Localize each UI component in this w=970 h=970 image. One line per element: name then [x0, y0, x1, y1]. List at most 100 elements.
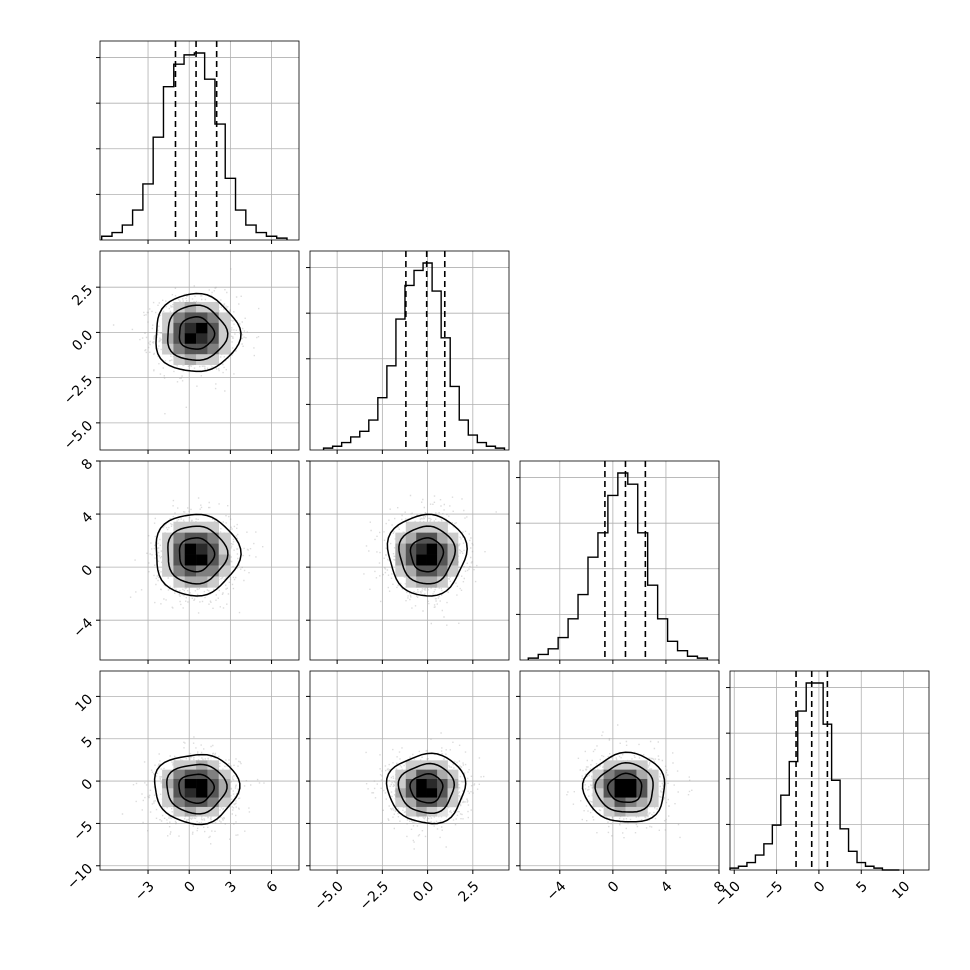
density-cell [207, 797, 220, 808]
density-cell [447, 532, 459, 544]
density-cell [447, 797, 459, 808]
contour-level-1 [386, 513, 468, 597]
density-cell [196, 301, 208, 313]
density-cell [614, 778, 626, 789]
panel-frame [99, 40, 300, 241]
contour-level-2 [398, 525, 457, 585]
density-cell [625, 760, 637, 770]
density-cell [196, 806, 208, 817]
x-tick-label: 0 [811, 878, 829, 896]
scatter-panel-3-1 [96, 460, 300, 664]
x-tick-label: −5 [760, 878, 786, 904]
contour-level-2 [166, 304, 229, 362]
density-cell [405, 760, 417, 770]
panel-frame [309, 250, 510, 451]
density-cell [614, 760, 626, 770]
density-cell [625, 788, 637, 798]
density-cell [405, 554, 417, 566]
density-cell [614, 788, 626, 798]
x-tick-label: 4 [658, 878, 676, 896]
contour-level-3 [606, 772, 643, 803]
density-cell [184, 806, 197, 817]
panel-frame [309, 460, 510, 661]
density-cell [162, 343, 174, 355]
density-cell [426, 788, 438, 798]
density-cell [647, 769, 659, 780]
density-cell [416, 543, 427, 555]
density-cell [447, 778, 459, 789]
density-cell [196, 322, 208, 334]
x-tick-label: 5 [853, 878, 871, 896]
density-cell [196, 778, 208, 789]
density-cell [173, 354, 186, 365]
y-tick-label: 0 [79, 776, 97, 794]
density-cell [426, 806, 438, 817]
density-cell [636, 769, 648, 780]
density-cell [426, 543, 438, 555]
density-cell [184, 322, 197, 334]
x-tick-label: 3 [223, 878, 241, 896]
histogram-step [527, 472, 709, 660]
density-cell [416, 788, 427, 798]
density-cell [437, 554, 448, 566]
contour-level-1 [385, 752, 467, 825]
density-cell [416, 797, 427, 808]
density-cell [196, 543, 208, 555]
panel-frame [519, 670, 720, 871]
density-cell [426, 760, 438, 770]
density-cell [162, 565, 174, 577]
density-cell [173, 576, 186, 588]
density-cell [603, 760, 615, 770]
contour-level-2 [397, 762, 456, 815]
y-tick-label: −5.0 [61, 418, 96, 453]
density-cell [437, 788, 448, 798]
density-cell [173, 769, 186, 780]
density-cell [173, 806, 186, 817]
density-cell [207, 312, 220, 324]
panel-frame [99, 250, 300, 451]
x-tick-label: −4 [544, 878, 570, 904]
y-tick-label: 4 [79, 509, 97, 527]
density-cell [184, 301, 197, 313]
scatter-points [121, 736, 265, 845]
y-tick-label: −2.5 [61, 373, 96, 408]
density-cell [405, 769, 417, 780]
density-cell [416, 576, 427, 588]
histogram-panel-3 [516, 460, 720, 664]
scatter-panel-4-3 [516, 670, 720, 874]
density-cell [416, 532, 427, 544]
density-cell [162, 778, 174, 789]
density-cell [218, 778, 231, 789]
density-cell [184, 554, 197, 566]
density-cell [592, 778, 604, 789]
x-tick-label: 2.5 [456, 878, 483, 905]
x-tick-label: −5.0 [312, 878, 347, 913]
density-cell [405, 532, 417, 544]
contour-level-3 [409, 537, 445, 573]
density-cell [207, 521, 220, 533]
density-cell [184, 778, 197, 789]
x-tick-label: 0 [181, 878, 199, 896]
panel-frame [99, 460, 300, 661]
y-tick-label: 2.5 [69, 282, 96, 309]
density-cell [447, 565, 459, 577]
density-cell [405, 806, 417, 817]
density-cell [416, 554, 427, 566]
density-cell [207, 565, 220, 577]
density-cell [395, 565, 407, 577]
density-cell [162, 312, 174, 324]
x-tick-label: −3 [132, 878, 158, 904]
contour-level-3 [178, 316, 216, 350]
density-cell [437, 769, 448, 780]
contour-level-1 [153, 753, 241, 826]
contour-level-1 [155, 292, 242, 373]
y-tick-label: 5 [79, 734, 97, 752]
density-cell [184, 769, 197, 780]
density-cell [173, 312, 186, 324]
density-cell [437, 797, 448, 808]
density-cell [647, 788, 659, 798]
histogram-step [101, 52, 288, 240]
contour-level-2 [166, 763, 228, 815]
density-cell [218, 322, 231, 334]
